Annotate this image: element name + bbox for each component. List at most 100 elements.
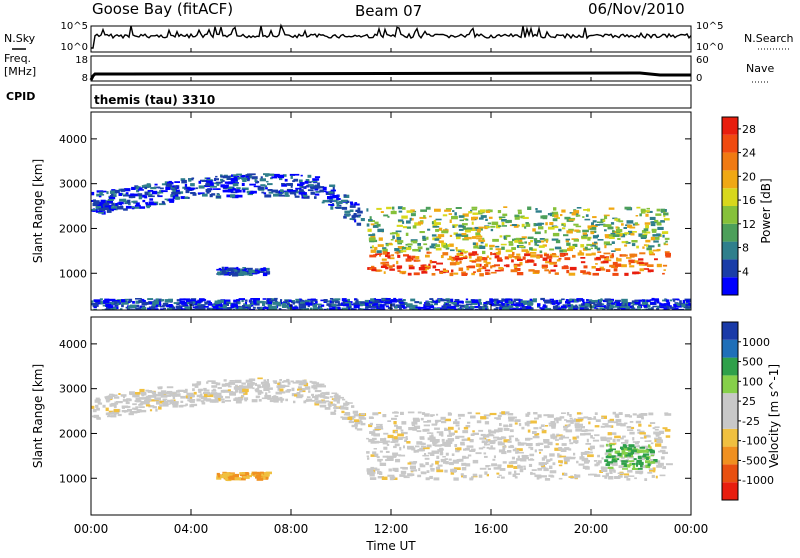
echo-cell	[655, 432, 661, 436]
echo-cell	[648, 424, 652, 427]
echo-cell	[547, 213, 550, 216]
echo-cell	[267, 183, 273, 186]
echo-cell	[637, 455, 642, 460]
echo-cell	[642, 455, 647, 458]
echo-cell	[509, 308, 517, 310]
echo-cell	[255, 474, 261, 478]
echo-cell	[651, 297, 655, 300]
echo-cell	[93, 414, 99, 417]
echo-cell	[501, 298, 505, 302]
echo-cell	[582, 216, 585, 218]
echo-cell	[597, 251, 602, 253]
echo-cell	[241, 177, 247, 181]
echo-cell	[302, 388, 306, 391]
echo-cell	[455, 258, 459, 261]
echo-cell	[297, 380, 303, 384]
echo-cell	[385, 267, 389, 270]
echo-cell	[620, 305, 625, 308]
echo-cell	[225, 307, 232, 310]
echo-cell	[605, 463, 610, 467]
echo-cell	[489, 244, 495, 248]
echo-cell	[134, 185, 139, 188]
echo-cell	[380, 265, 388, 268]
echo-cell	[618, 412, 623, 415]
echo-cell	[128, 398, 132, 402]
echo-cell	[487, 439, 491, 441]
echo-cell	[169, 200, 175, 203]
echo-cell	[228, 474, 232, 476]
echo-cell	[566, 419, 573, 423]
echo-cell	[203, 397, 208, 401]
echo-cell	[93, 308, 97, 310]
echo-cell	[475, 412, 481, 415]
echo-cell	[580, 433, 586, 436]
echo-cell	[191, 403, 198, 407]
echo-cell	[441, 420, 447, 424]
echo-cell	[517, 464, 521, 468]
echo-cell	[224, 181, 231, 184]
echo-cell	[351, 308, 356, 310]
echo-cell	[189, 395, 195, 397]
echo-cell	[128, 298, 133, 303]
echo-cell	[557, 303, 560, 306]
echo-cell	[486, 255, 489, 258]
echo-cell	[360, 413, 365, 416]
echo-cell	[376, 223, 381, 227]
echo-cell	[562, 472, 565, 475]
echo-cell	[151, 391, 157, 395]
echo-cell	[453, 272, 459, 275]
velocity-echoes	[91, 377, 673, 482]
echo-cell	[528, 446, 532, 449]
echo-cell	[374, 468, 380, 471]
echo-cell	[532, 298, 537, 300]
echo-cell	[431, 234, 437, 237]
echo-cell	[176, 303, 180, 306]
echo-cell	[529, 298, 533, 302]
echo-cell	[236, 272, 243, 276]
echo-cell	[318, 186, 325, 189]
echo-cell	[252, 299, 257, 303]
echo-cell	[366, 208, 369, 212]
echo-cell	[341, 199, 348, 203]
echo-cell	[320, 392, 323, 396]
echo-cell	[406, 220, 411, 224]
echo-cell	[473, 245, 479, 249]
echo-cell	[372, 299, 380, 304]
echo-cell	[271, 189, 278, 193]
echo-cell	[510, 444, 514, 448]
echo-cell	[460, 441, 465, 445]
echo-cell	[534, 474, 542, 478]
echo-cell	[121, 405, 125, 409]
echo-cell	[573, 308, 578, 310]
echo-cell	[410, 469, 418, 472]
echo-cell	[119, 198, 126, 202]
colorbar-segment	[722, 428, 738, 447]
echo-cell	[468, 254, 476, 256]
echo-cell	[168, 298, 173, 303]
echo-cell	[295, 308, 302, 310]
echo-cell	[508, 255, 513, 259]
echo-cell	[638, 258, 644, 261]
nsearch-tick-low: 10^0	[696, 42, 723, 53]
echo-cell	[638, 304, 644, 306]
echo-cell	[640, 208, 646, 212]
echo-cell	[110, 307, 117, 310]
echo-cell	[248, 308, 256, 310]
echo-cell	[580, 261, 586, 264]
echo-cell	[192, 306, 199, 309]
echo-cell	[198, 307, 206, 310]
echo-cell	[232, 391, 237, 394]
echo-cell	[488, 303, 496, 305]
echo-cell	[458, 215, 464, 218]
echo-cell	[448, 432, 455, 435]
echo-cell	[104, 200, 108, 203]
echo-cell	[360, 422, 363, 426]
echo-cell	[350, 202, 354, 206]
echo-cell	[523, 467, 526, 470]
echo-cell	[190, 183, 195, 187]
echo-cell	[100, 199, 106, 203]
echo-cell	[483, 452, 487, 455]
echo-cell	[192, 193, 197, 196]
echo-cell	[652, 305, 658, 308]
echo-cell	[267, 189, 273, 192]
